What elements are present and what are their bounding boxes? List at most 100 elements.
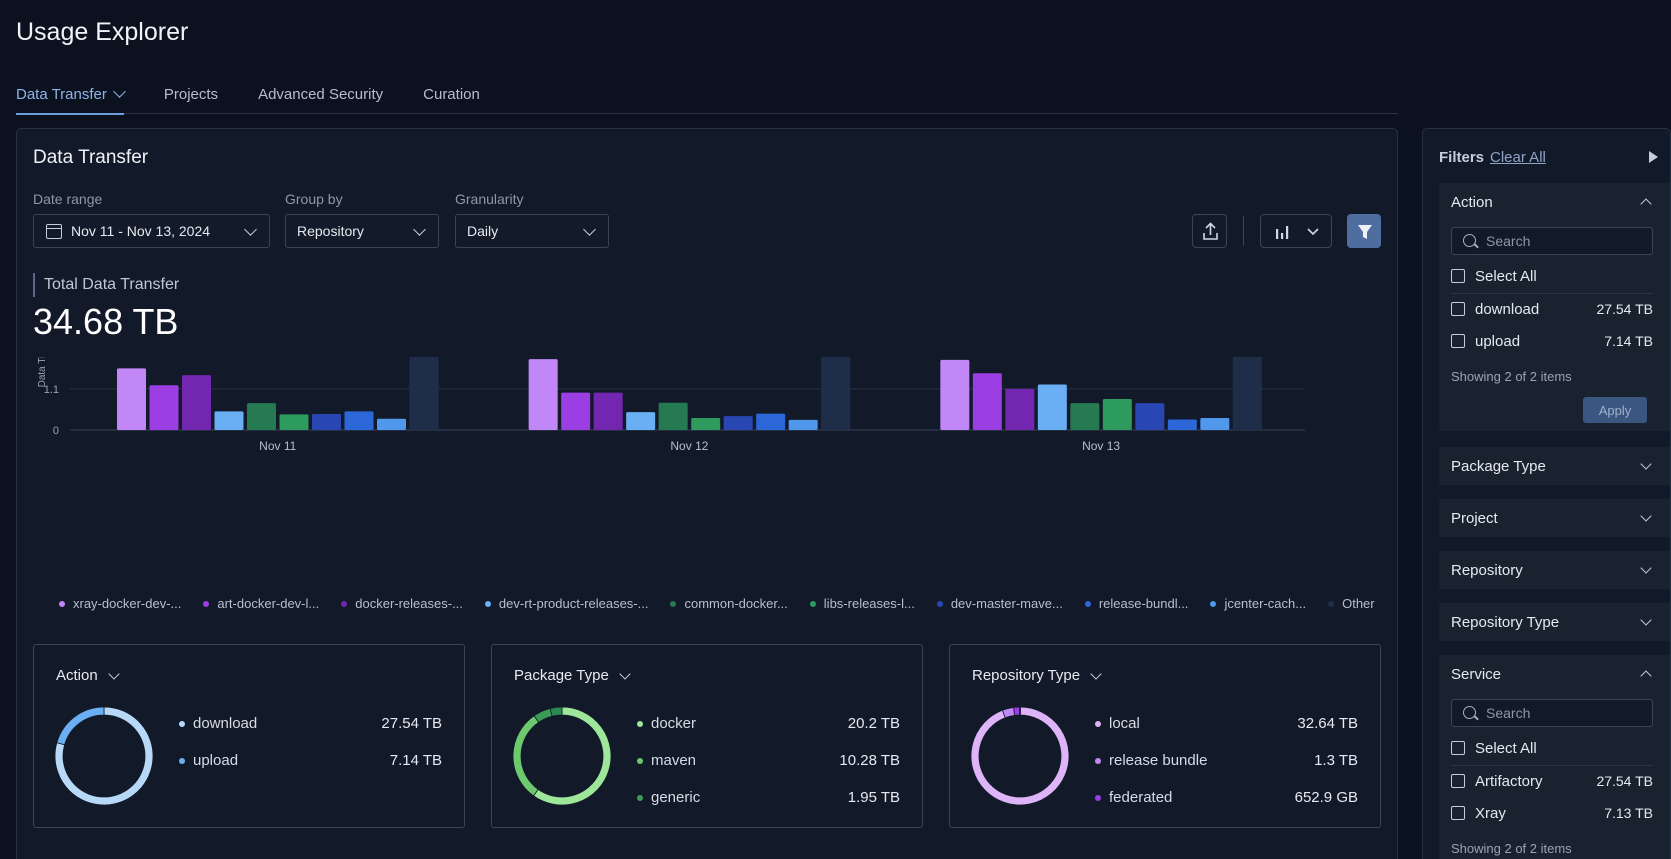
breakdown-value: 32.64 TB xyxy=(1297,715,1358,732)
bar-nov-12-series-0[interactable] xyxy=(528,359,558,430)
bar-nov-13-series-5[interactable] xyxy=(1102,399,1132,430)
bar-nov-11-series-8[interactable] xyxy=(377,418,406,430)
donut-slice[interactable] xyxy=(1013,706,1020,716)
upload-checkbox[interactable] xyxy=(1451,334,1465,348)
bar-nov-11-series-7[interactable] xyxy=(344,411,374,430)
tab-projects[interactable]: Projects xyxy=(164,80,218,114)
date-range-label: Date range xyxy=(33,191,103,207)
select-all-checkbox[interactable] xyxy=(1451,741,1465,755)
filter-item-download[interactable]: download 27.54 TB xyxy=(1451,298,1653,320)
donut-slice[interactable] xyxy=(512,715,540,797)
bar-nov-11-series-6[interactable] xyxy=(312,413,341,430)
donut-slice[interactable] xyxy=(549,706,563,717)
chevron-up-icon[interactable] xyxy=(1640,670,1652,682)
clear-all-link[interactable]: Clear All xyxy=(1490,149,1546,166)
bar-nov-12-series-1[interactable] xyxy=(561,392,591,430)
legend-dot-icon xyxy=(637,757,643,764)
bar-nov-13-series-8[interactable] xyxy=(1200,418,1230,430)
bar-nov-13-series-2[interactable] xyxy=(1005,388,1035,430)
donut-slice[interactable] xyxy=(1018,706,1022,716)
filter-section-package-type[interactable]: Package Type xyxy=(1439,447,1670,485)
export-button[interactable] xyxy=(1192,214,1227,248)
bar-nov-11-series-3[interactable] xyxy=(214,411,244,430)
collapse-panel-icon[interactable] xyxy=(1649,151,1658,163)
legend-item[interactable]: art-docker-dev-l... xyxy=(203,596,319,611)
download-checkbox[interactable] xyxy=(1451,302,1465,316)
bar-nov-13-series-0[interactable] xyxy=(940,359,970,430)
xray-checkbox[interactable] xyxy=(1451,806,1465,820)
package-type-breakdown-dropdown[interactable]: Package Type xyxy=(514,667,631,684)
breakdown-value: 10.28 TB xyxy=(839,752,900,769)
legend-dot-icon xyxy=(809,600,816,607)
bar-nov-12-series-7[interactable] xyxy=(756,413,786,430)
filter-toggle-button[interactable] xyxy=(1347,214,1381,248)
filter-item-artifactory[interactable]: Artifactory 27.54 TB xyxy=(1451,770,1653,792)
legend-item[interactable]: common-docker... xyxy=(670,596,788,611)
donut-slice[interactable] xyxy=(532,706,612,806)
filter-section-repository[interactable]: Repository xyxy=(1439,551,1670,589)
chevron-down-icon xyxy=(108,667,120,680)
chart-type-button[interactable] xyxy=(1260,214,1332,248)
bar-nov-13-series-4[interactable] xyxy=(1070,403,1100,430)
bar-nov-12-series-9[interactable] xyxy=(821,357,851,430)
bar-nov-12-series-8[interactable] xyxy=(788,419,818,430)
bar-nov-11-series-4[interactable] xyxy=(247,403,276,430)
bar-nov-12-series-2[interactable] xyxy=(593,392,623,430)
filter-section-repository-type[interactable]: Repository Type xyxy=(1439,603,1670,641)
bar-nov-12-series-6[interactable] xyxy=(723,416,753,430)
bar-nov-11-series-9[interactable] xyxy=(409,357,439,430)
donut-slice[interactable] xyxy=(970,706,1070,806)
breakdown-row: local 32.64 TB xyxy=(1095,705,1358,742)
filter-item-xray[interactable]: Xray 7.13 TB xyxy=(1451,802,1653,824)
bar-nov-12-series-3[interactable] xyxy=(626,412,656,430)
total-value: 34.68 TB xyxy=(33,301,179,342)
tab-label: Curation xyxy=(423,86,480,103)
bar-nov-12-series-5[interactable] xyxy=(691,418,721,430)
tab-advanced-security[interactable]: Advanced Security xyxy=(258,80,383,114)
donut-slice[interactable] xyxy=(56,706,105,746)
bar-nov-11-series-2[interactable] xyxy=(182,375,211,430)
group-by-select[interactable]: Repository xyxy=(285,214,439,248)
total-label: Total Data Transfer xyxy=(33,273,179,297)
legend-item[interactable]: dev-master-mave... xyxy=(936,596,1063,611)
action-breakdown-dropdown[interactable]: Action xyxy=(56,667,120,684)
bar-nov-12-series-4[interactable] xyxy=(658,402,688,430)
artifactory-checkbox[interactable] xyxy=(1451,774,1465,788)
bar-nov-13-series-7[interactable] xyxy=(1167,419,1197,430)
bar-nov-11-series-5[interactable] xyxy=(279,414,309,430)
legend-item[interactable]: docker-releases-... xyxy=(341,596,463,611)
legend-item[interactable]: dev-rt-product-releases-... xyxy=(484,596,648,611)
tab-data-transfer[interactable]: Data Transfer xyxy=(16,80,126,115)
legend-item[interactable]: Other xyxy=(1328,596,1375,611)
select-all-checkbox[interactable] xyxy=(1451,269,1465,283)
donut-slice[interactable] xyxy=(533,707,553,723)
bar-nov-13-series-3[interactable] xyxy=(1037,384,1067,430)
legend-label: common-docker... xyxy=(684,596,788,611)
select-all-row[interactable]: Select All xyxy=(1451,737,1653,759)
legend-item[interactable]: libs-releases-l... xyxy=(809,596,915,611)
legend-label: Other xyxy=(1342,596,1375,611)
legend-item[interactable]: xray-docker-dev-... xyxy=(59,596,181,611)
filter-section-service: Service Select All Artifactory 27.54 TB … xyxy=(1439,655,1670,859)
filter-section-project[interactable]: Project xyxy=(1439,499,1670,537)
legend-item[interactable]: release-bundl... xyxy=(1084,596,1188,611)
bar-nov-11-series-1[interactable] xyxy=(149,385,179,430)
chevron-up-icon[interactable] xyxy=(1640,198,1652,210)
y-tick-label: 1.1 xyxy=(44,384,59,396)
legend-item[interactable]: jcenter-cach... xyxy=(1210,596,1306,611)
bar-nov-13-series-9[interactable] xyxy=(1232,357,1262,430)
bar-nov-13-series-6[interactable] xyxy=(1135,403,1165,430)
breakdown-name: upload xyxy=(193,752,239,769)
granularity-select[interactable]: Daily xyxy=(455,214,609,248)
select-all-row[interactable]: Select All xyxy=(1451,265,1653,287)
filter-item-upload[interactable]: upload 7.14 TB xyxy=(1451,330,1653,352)
bar-nov-11-series-0[interactable] xyxy=(117,368,146,430)
repository-type-breakdown-dropdown[interactable]: Repository Type xyxy=(972,667,1102,684)
tab-curation[interactable]: Curation xyxy=(423,80,480,114)
date-range-select[interactable]: Nov 11 - Nov 13, 2024 xyxy=(33,214,270,248)
apply-button[interactable]: Apply xyxy=(1583,397,1647,423)
breakdown-name: docker xyxy=(651,715,697,732)
action-search-input[interactable] xyxy=(1486,232,1646,250)
service-search-input[interactable] xyxy=(1486,704,1646,722)
bar-nov-13-series-1[interactable] xyxy=(972,373,1002,430)
